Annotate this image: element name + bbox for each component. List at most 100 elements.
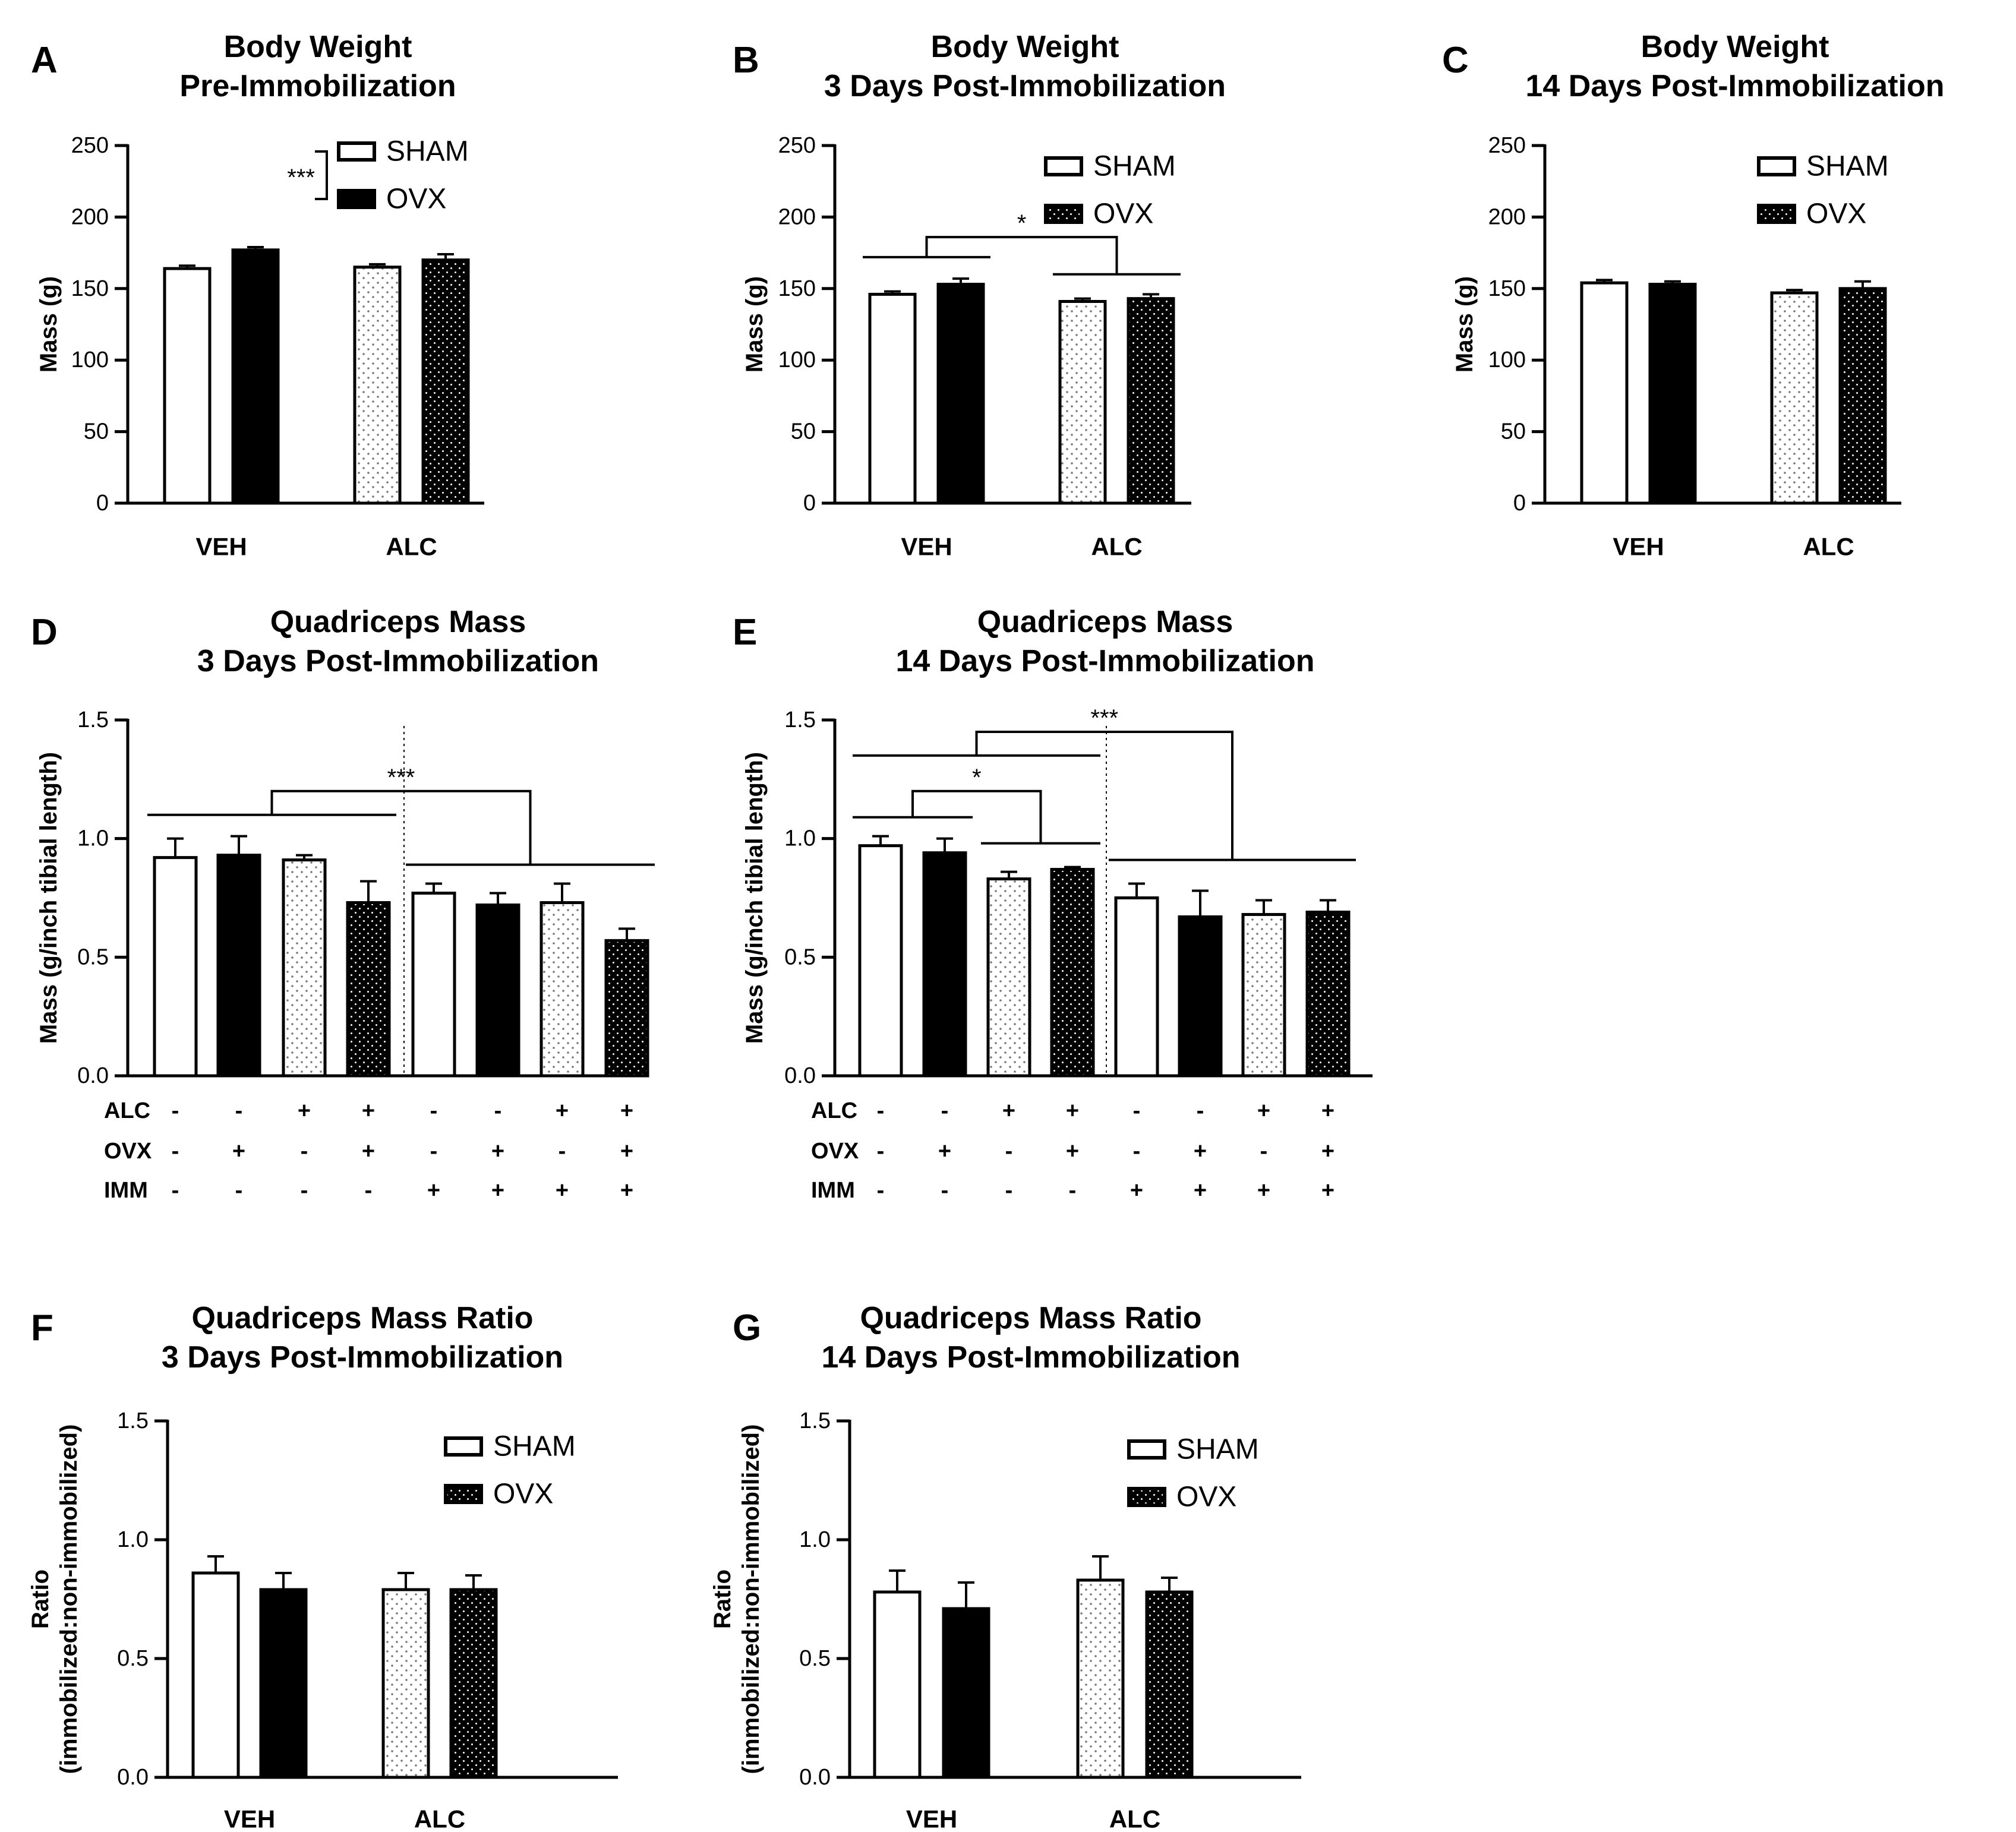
condition-label: IMM (104, 1178, 148, 1203)
condition-sign: + (1257, 1098, 1270, 1123)
legend-swatch-sham (1044, 156, 1083, 176)
panel-a: A Body Weight Pre-Immobilization 0 50 100 150 2… (31, 30, 484, 561)
chart-title: Body Weight (224, 30, 412, 64)
bar-ovx (922, 851, 967, 1078)
y-axis-label: Mass (g/inch tibial length) (742, 752, 768, 1044)
y-tick-label: 1.0 (784, 826, 816, 851)
y-axis-label: Mass (g) (36, 276, 62, 372)
legend-swatch-ovx (337, 189, 376, 209)
bar-ovx (1127, 297, 1175, 505)
legend-swatch-ovx (1044, 204, 1083, 224)
condition-sign: + (620, 1139, 633, 1164)
y-tick-label: 0.0 (799, 1765, 831, 1790)
bar-ovx (259, 1588, 308, 1779)
y-axis-label: (immobilized:non-immobilized) (738, 1424, 764, 1774)
y-axis-label: Mass (g) (742, 276, 768, 372)
condition-sign: + (1002, 1098, 1015, 1123)
y-tick-label: 100 (778, 348, 816, 372)
chart-title: 3 Days Post-Immobilization (162, 1340, 563, 1375)
panel-letter: B (733, 40, 759, 81)
panel-letter: E (733, 612, 757, 653)
legend-label: OVX (1806, 198, 1866, 230)
condition-sign: - (235, 1178, 243, 1203)
bar-sham (282, 858, 327, 1078)
x-category-label: ALC (1109, 1805, 1160, 1832)
y-tick-label: 250 (778, 133, 816, 158)
condition-sign: - (365, 1178, 373, 1203)
bar-ovx (1145, 1590, 1194, 1779)
y-tick-label: 150 (778, 276, 816, 301)
significance-label: *** (387, 765, 415, 791)
legend-label: OVX (386, 184, 446, 215)
panel-b: B Body Weight 3 Days Post-Immobilization 0 5… (733, 30, 1226, 561)
y-axis-label: (immobilized:non-immobilized) (56, 1424, 82, 1774)
y-tick-label: 0.0 (784, 1063, 816, 1088)
condition-label: ALC (811, 1098, 857, 1123)
x-category-label: ALC (386, 533, 437, 561)
legend-label: OVX (1093, 198, 1153, 230)
condition-sign: + (1066, 1139, 1079, 1164)
bar-sham (1580, 281, 1629, 505)
condition-sign: - (1069, 1178, 1077, 1203)
legend-label: SHAM (1093, 151, 1176, 182)
bar-ovx (216, 854, 261, 1078)
bar-ovx (1648, 283, 1697, 505)
y-tick-label: 0 (96, 491, 109, 516)
panel-d: D Quadriceps Mass 3 Days Post-Immobilizati… (31, 605, 655, 1203)
y-tick-label: 200 (1488, 204, 1526, 229)
bar-ovx (449, 1588, 498, 1779)
y-tick-label: 1.0 (77, 826, 109, 851)
condition-sign: - (1260, 1139, 1268, 1164)
condition-sign: + (1130, 1178, 1143, 1203)
bar-sham (381, 1588, 430, 1779)
condition-sign: - (494, 1098, 502, 1123)
legend-label: SHAM (386, 136, 469, 168)
bar-sham (1076, 1578, 1125, 1779)
condition-sign: + (620, 1098, 633, 1123)
x-category-label: VEH (1613, 533, 1664, 561)
x-category-label: VEH (901, 533, 952, 561)
condition-sign: - (172, 1098, 179, 1123)
condition-sign: + (556, 1098, 569, 1123)
y-tick-label: 200 (71, 204, 109, 229)
significance-bracket (925, 236, 1118, 274)
y-tick-label: 0 (1513, 491, 1526, 516)
y-tick-label: 1.0 (117, 1527, 149, 1552)
condition-sign: + (1194, 1178, 1207, 1203)
panel-letter: F (31, 1307, 53, 1348)
condition-sign: - (1005, 1178, 1013, 1203)
chart-title: Pre-Immobilization (179, 69, 456, 103)
condition-sign: - (877, 1098, 885, 1123)
chart-title: 14 Days Post-Immobilization (1525, 69, 1944, 103)
bar-ovx (604, 939, 649, 1078)
x-category-label: VEH (224, 1805, 275, 1832)
chart-title: 3 Days Post-Immobilization (824, 69, 1226, 103)
chart-title: Body Weight (931, 30, 1119, 64)
y-tick-label: 0.5 (117, 1646, 149, 1671)
y-tick-label: 100 (1488, 348, 1526, 372)
bar-sham (1058, 299, 1107, 505)
condition-sign: - (941, 1098, 949, 1123)
bar-ovx (231, 248, 280, 505)
condition-sign: - (301, 1139, 308, 1164)
legend-label: SHAM (1806, 151, 1889, 182)
y-tick-label: 250 (1488, 133, 1526, 158)
condition-sign: + (232, 1139, 245, 1164)
panel-c: C Body Weight 14 Days Post-Immobilization 0… (1442, 30, 1945, 561)
panel-letter: G (733, 1307, 761, 1348)
x-category-label: ALC (414, 1805, 465, 1832)
y-tick-label: 1.5 (784, 707, 816, 732)
panel-letter: C (1442, 40, 1469, 81)
y-tick-label: 50 (1501, 419, 1526, 444)
y-axis-label: Ratio (709, 1569, 736, 1629)
y-tick-label: 0.5 (784, 945, 816, 969)
y-tick-label: 100 (71, 348, 109, 372)
legend-label: OVX (493, 1479, 553, 1510)
chart-title: Body Weight (1641, 30, 1829, 64)
bar-sham (1241, 912, 1286, 1078)
panel-f: F Quadriceps Mass Ratio 3 Days Post-Immobi… (27, 1301, 618, 1832)
condition-sign: + (620, 1178, 633, 1203)
condition-sign: + (362, 1098, 375, 1123)
legend-swatch-ovx (1757, 204, 1796, 224)
bar-sham (353, 266, 402, 505)
